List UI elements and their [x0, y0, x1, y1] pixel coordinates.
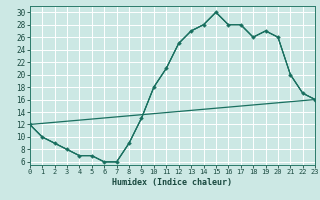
- X-axis label: Humidex (Indice chaleur): Humidex (Indice chaleur): [113, 178, 232, 187]
